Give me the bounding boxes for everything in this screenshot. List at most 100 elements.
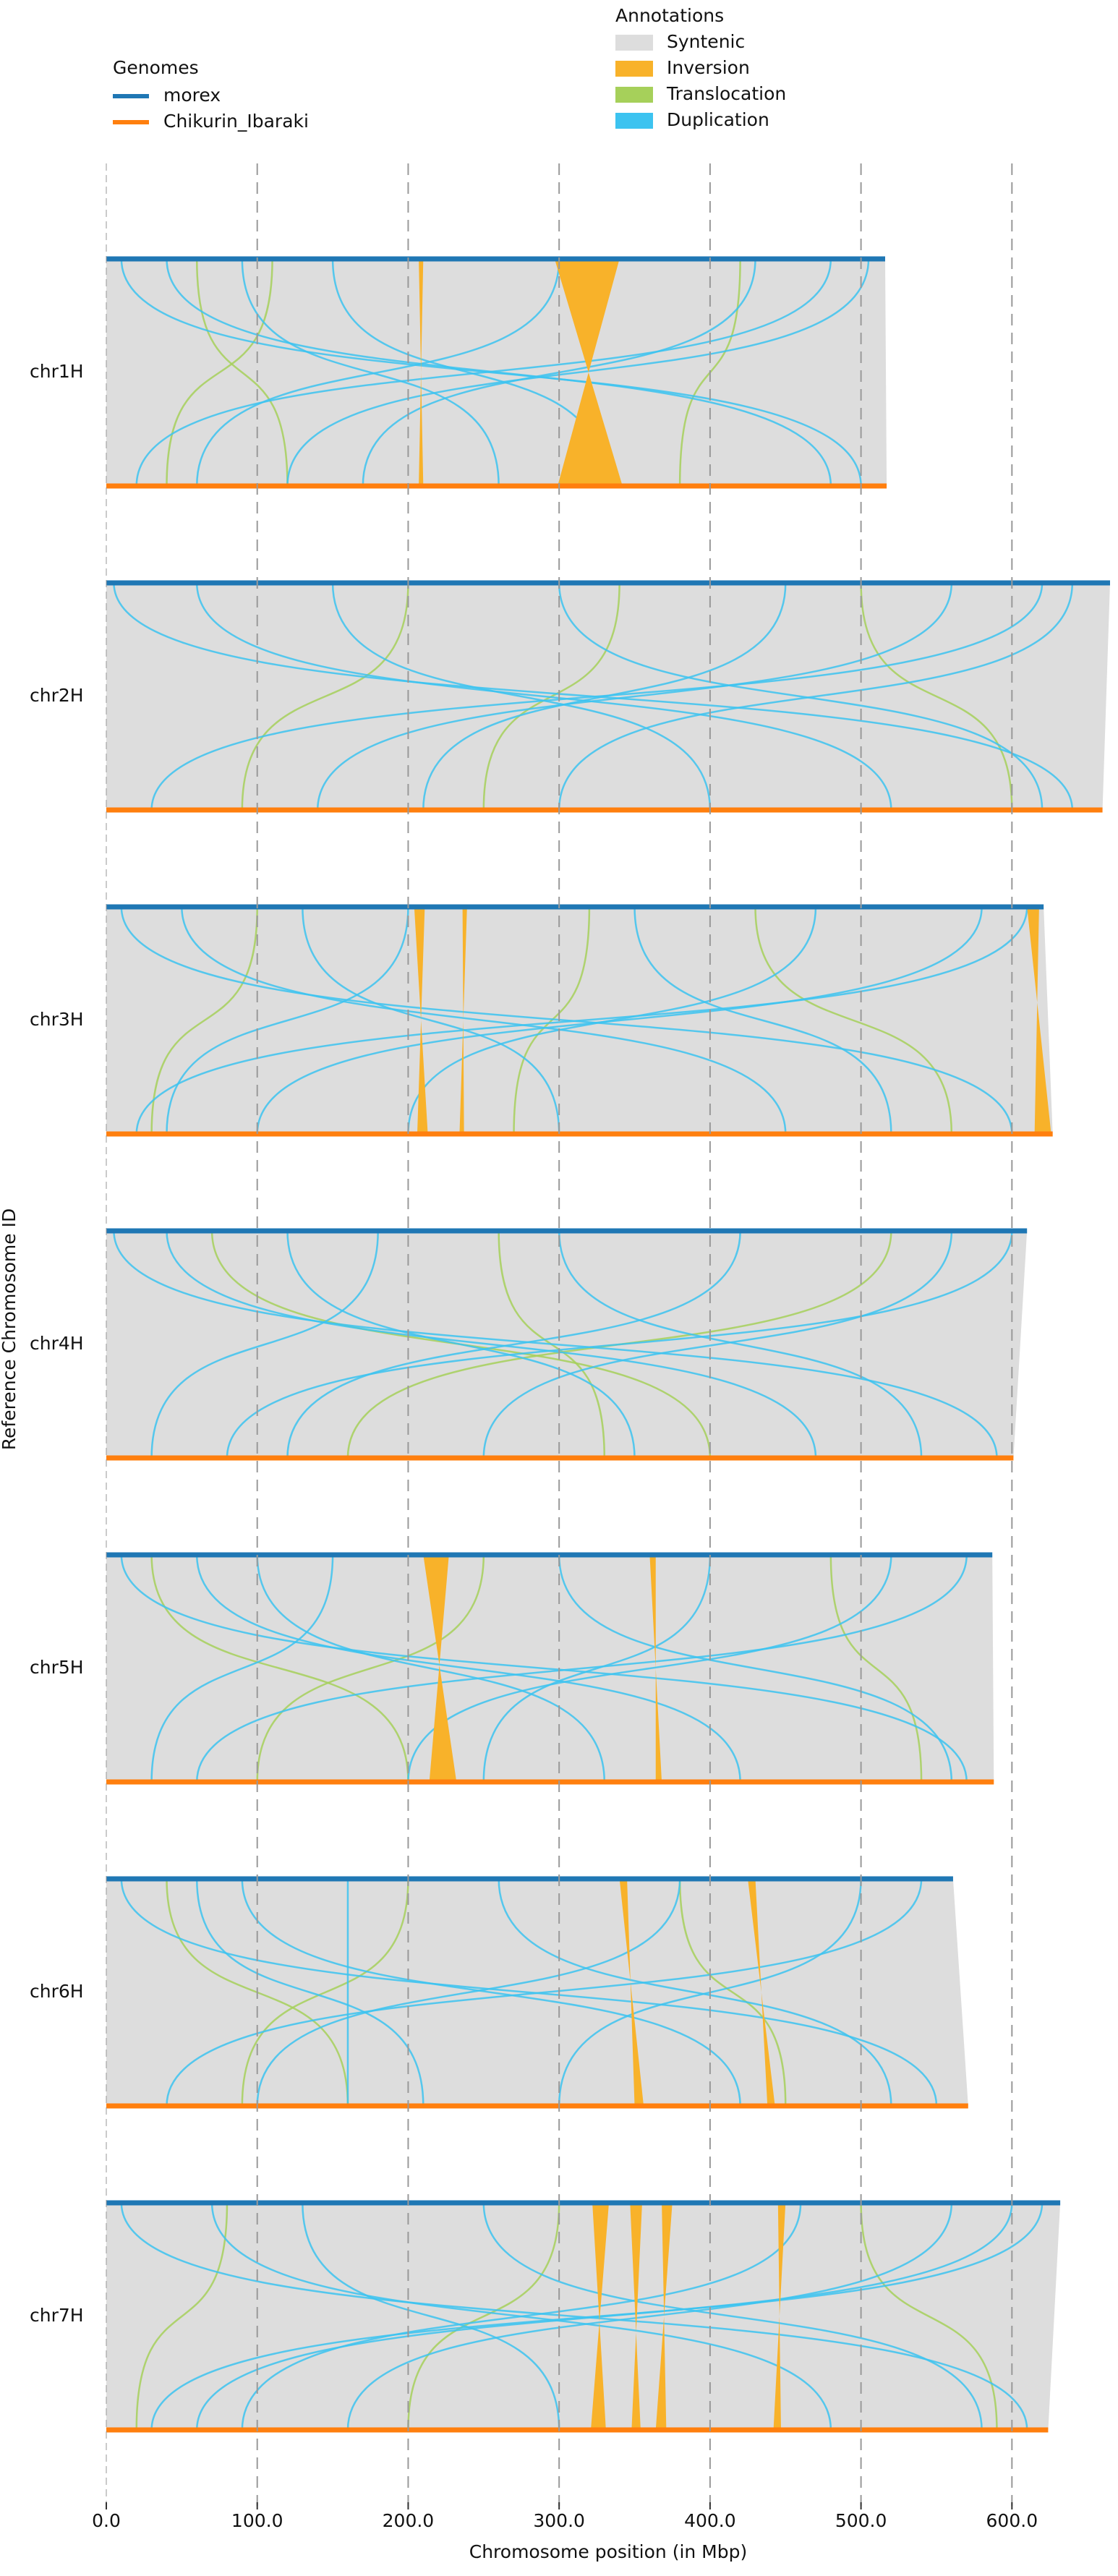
translocation [150,906,258,1135]
inversion [630,2203,642,2430]
duplication [150,2202,1044,2431]
duplication [558,582,1074,811]
annotations-title: Annotations [615,5,724,26]
inversion [554,259,623,486]
duplication [558,1230,923,1459]
legend-swatch [615,87,653,103]
chromosome-label: chr5H [30,1657,84,1678]
legend-label: Duplication [667,109,769,130]
duplication [286,258,870,487]
duplication [150,1554,334,1783]
x-tick-label: 200.0 [383,2510,435,2531]
inversion [649,1555,662,1782]
duplication [498,1878,892,2107]
x-tick-label: 0.0 [92,2510,121,2531]
duplication [241,2202,802,2431]
duplication [120,1878,938,2107]
chromosome-label: chr3H [30,1009,84,1030]
translocation [513,906,591,1135]
duplication [346,2202,953,2431]
duplication [482,2202,983,2431]
translocation [135,2202,229,2431]
inversion [423,1555,457,1782]
chromosome-label: chr4H [30,1333,84,1354]
translocation [678,1878,787,2107]
x-tick-label: 300.0 [533,2510,585,2531]
duplication [135,258,832,487]
translocation [241,582,409,811]
translocation [754,906,953,1135]
duplication [331,582,712,811]
chromosome-label: chr6H [30,1981,84,2002]
duplication [150,582,1044,811]
duplication [286,1230,636,1459]
duplication [286,1230,741,1459]
chromosome-label: chr2H [30,685,84,706]
translocation [860,2202,998,2431]
duplication [195,1554,741,1783]
duplication [558,1554,953,1783]
legend-swatch [615,35,653,51]
duplication [558,582,1044,811]
duplication [482,1230,953,1459]
inversion [459,907,467,1134]
translocation [256,1554,485,1783]
duplication [256,1878,681,2107]
duplication [150,1230,379,1459]
inversion [773,2203,786,2430]
inversion [619,1879,644,2106]
x-axis-label: Chromosome position (in Mbp) [469,2541,748,2562]
duplication [181,906,787,1135]
inversion [655,2203,673,2430]
x-tick-label: 100.0 [231,2510,283,2531]
legend-label: Syntenic [667,31,745,52]
translocation [860,582,1013,811]
x-tick-label: 400.0 [684,2510,736,2531]
duplication [195,582,892,811]
duplication [302,906,560,1135]
duplication [135,906,1028,1135]
duplication [166,906,409,1135]
duplication [241,1878,741,2107]
duplication [256,906,983,1135]
duplication [166,1230,817,1459]
duplication [226,1230,1013,1459]
translocation [241,1878,409,2107]
duplication [120,906,1013,1135]
duplication [633,906,892,1135]
translocation [829,1554,923,1783]
legend-swatch [615,113,653,129]
legend-label: morex [163,85,221,106]
duplication [166,258,832,487]
duplication [166,1878,923,2107]
translocation [150,1554,409,1783]
legend-swatch [615,61,653,77]
chromosome-label: chr7H [30,2305,84,2326]
duplication [256,1554,606,1783]
duplication [195,1554,968,1783]
inversion [414,907,428,1134]
duplication [422,582,787,811]
duplication [113,1230,998,1459]
inversion [590,2203,610,2430]
y-axis-label: Reference Chromosome ID [0,1208,20,1450]
chromosome-label: chr1H [30,361,84,382]
inversion [1027,907,1051,1134]
x-tick-label: 500.0 [835,2510,887,2531]
duplication [241,258,500,487]
duplication [407,906,817,1135]
duplication [120,2202,1028,2431]
inversion [419,259,424,486]
x-tick-label: 600.0 [986,2510,1038,2531]
legend-label: Translocation [666,83,786,104]
legend-label: Inversion [667,57,750,78]
duplication [316,582,953,811]
duplication [482,1554,712,1783]
duplication [120,1554,968,1783]
legend-label: Chikurin_Ibaraki [163,111,309,132]
translocation [407,2202,560,2431]
duplication [195,1878,424,2107]
duplication [302,2202,560,2431]
duplication [195,258,560,487]
